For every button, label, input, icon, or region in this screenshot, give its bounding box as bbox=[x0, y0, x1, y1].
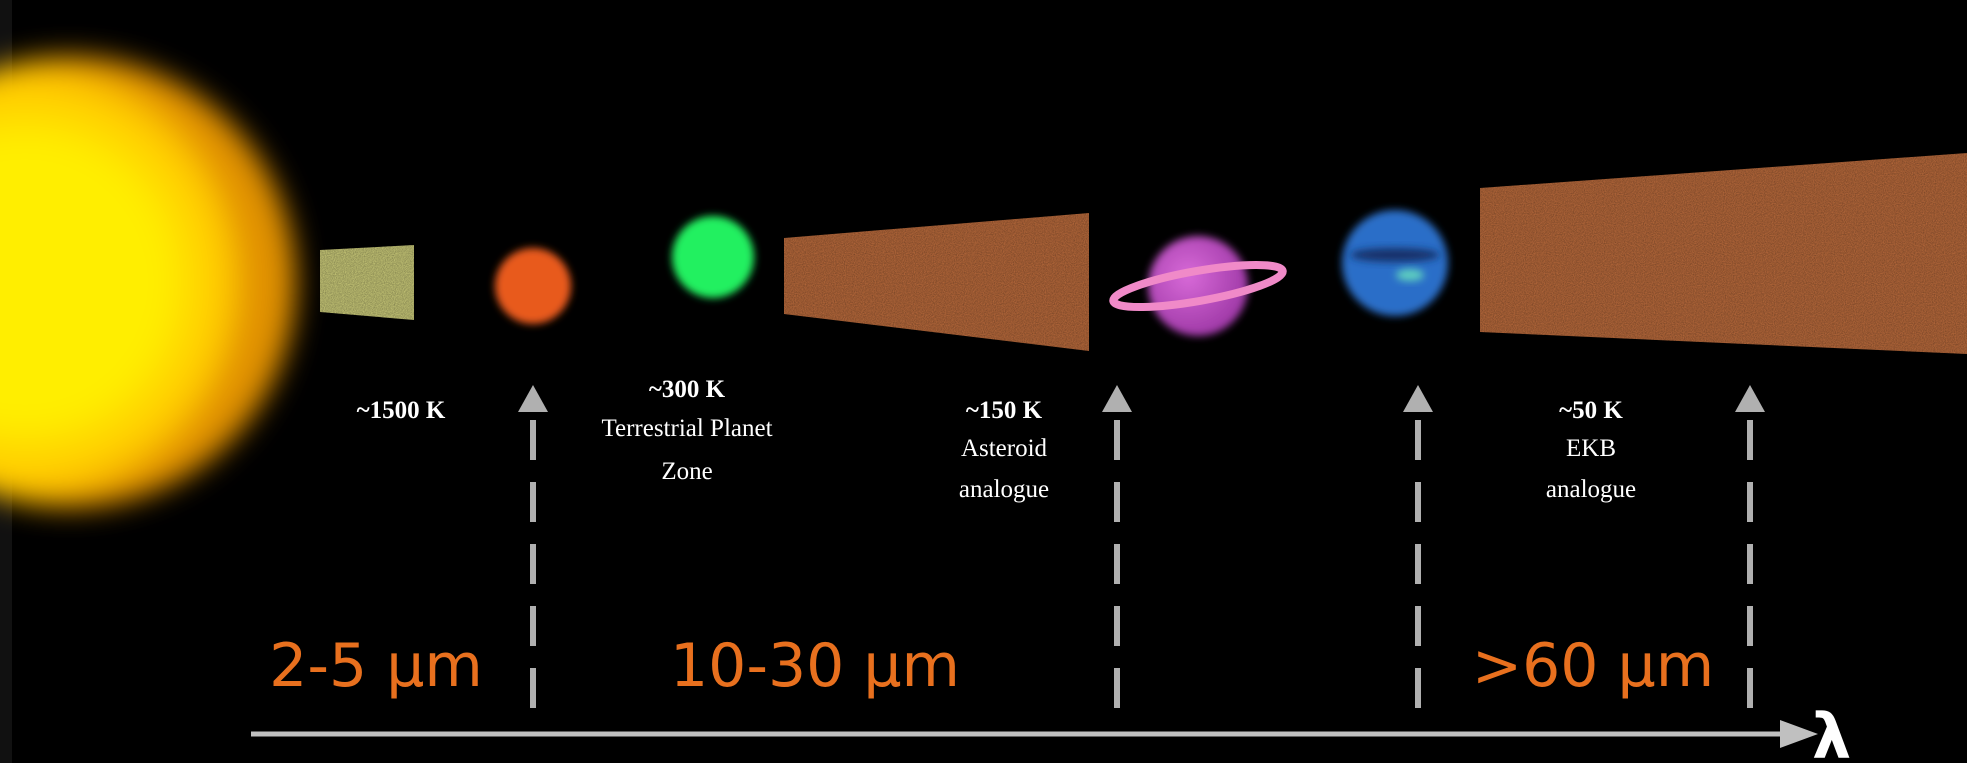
temperature: ~150 K bbox=[966, 397, 1043, 424]
zone-label: EKB bbox=[1566, 435, 1616, 462]
zone-label: analogue bbox=[1546, 476, 1636, 503]
hot-dust bbox=[320, 245, 414, 320]
band-label: 2-5 μm bbox=[269, 631, 483, 701]
zone-label: Zone bbox=[661, 458, 712, 485]
neptune bbox=[1342, 210, 1448, 316]
band-label: 10-30 μm bbox=[670, 631, 960, 701]
green-planet bbox=[672, 216, 754, 298]
kuiper-belt bbox=[1480, 153, 1967, 354]
band-label: >60 μm bbox=[1472, 631, 1714, 701]
zone-label: Terrestrial Planet bbox=[601, 415, 772, 442]
temperature: ~300 K bbox=[649, 376, 726, 403]
axis-symbol: λ bbox=[1812, 700, 1851, 763]
zone-label: analogue bbox=[959, 476, 1049, 503]
zone-label: Asteroid bbox=[961, 435, 1048, 462]
temperature: ~1500 K bbox=[357, 397, 446, 424]
inner-planet bbox=[495, 248, 571, 324]
diagram: ~1500 K ~300 K Terrestrial Planet Zone ~… bbox=[0, 0, 1967, 763]
temperature: ~50 K bbox=[1559, 397, 1623, 424]
